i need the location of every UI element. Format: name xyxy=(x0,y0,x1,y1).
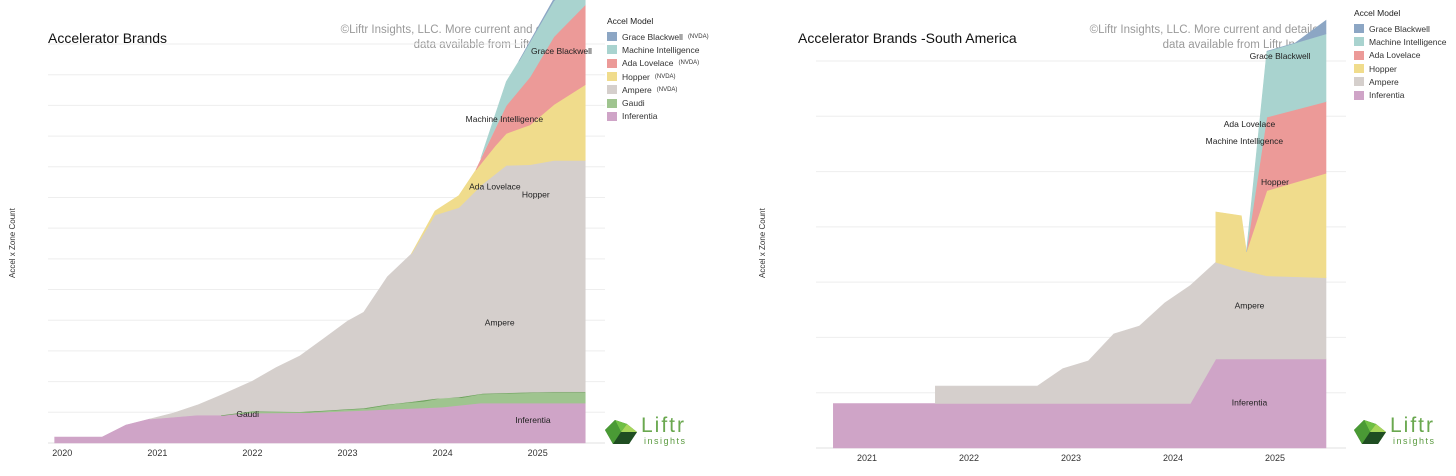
liftr-logo-sub: insights xyxy=(1393,436,1436,446)
area-hopper xyxy=(410,84,586,255)
legend-item-inferentia[interactable]: Inferentia xyxy=(1354,88,1447,101)
legend-swatch xyxy=(607,98,617,108)
series-annotation: Hopper xyxy=(522,190,550,200)
legend-swatch xyxy=(607,111,617,121)
legend-item-machine-intelligence[interactable]: Machine Intelligence xyxy=(1354,35,1447,48)
legend-swatch xyxy=(607,45,617,55)
legend-swatch xyxy=(607,85,617,95)
series-annotation: Machine Intelligence xyxy=(466,114,544,124)
chart-title: Accelerator Brands xyxy=(48,30,168,46)
legend-item-machine-intelligence[interactable]: Machine Intelligence xyxy=(607,43,709,56)
legend-item-ada-lovelace[interactable]: Ada Lovelace xyxy=(1354,49,1447,62)
legend-label: Machine Intelligence xyxy=(622,44,700,55)
x-tick-label: 2022 xyxy=(242,448,262,458)
series-annotation: Ada Lovelace xyxy=(1224,119,1276,129)
x-tick-label: 2025 xyxy=(528,448,548,458)
legend-swatch xyxy=(607,58,617,68)
legend-label: Ada Lovelace xyxy=(1369,50,1421,61)
legend-label: Hopper xyxy=(1369,63,1397,74)
legend-tag: (NVDA) xyxy=(656,86,678,93)
legend: Accel Model Grace Blackwell (NVDA) Machine… xyxy=(607,16,709,123)
liftr-logo-word: Liftr xyxy=(641,414,687,437)
legend-title: Accel Model xyxy=(1354,8,1401,18)
x-tick-label: 2024 xyxy=(1163,453,1183,463)
legend-items: Grace Blackwell (NVDA) Machine Intelligenc… xyxy=(607,30,709,123)
series-annotation: Ampere xyxy=(485,317,515,327)
chart-title: Accelerator Brands -South America xyxy=(798,30,1017,46)
x-tick-label: 2023 xyxy=(1061,453,1081,463)
copyright-line-1: ©Liftr Insights, LLC. More current and d… xyxy=(1089,24,1325,36)
series-annotation: Ampere xyxy=(1235,301,1265,311)
legend-label: Grace Blackwell xyxy=(622,31,683,42)
legend-label: Ada Lovelace xyxy=(622,58,674,69)
legend-item-grace-blackwell[interactable]: Grace Blackwell (NVDA) xyxy=(607,30,709,43)
legend-tag: (NVDA) xyxy=(678,60,700,67)
legend-swatch xyxy=(1354,90,1364,100)
legend-item-ampere[interactable]: Ampere (NVDA) xyxy=(607,83,709,96)
legend-label: Ampere xyxy=(622,84,652,95)
x-tick-label: 2023 xyxy=(338,448,358,458)
chart-canvas-brands: 2020 2021 2022 2023 2024 2025 Grace Blackwell M… xyxy=(48,0,605,458)
copyright-line-1: ©Liftr Insights, LLC. More current and d… xyxy=(340,24,576,36)
series-annotation: Gaudi xyxy=(236,409,259,419)
copyright-notice: ©Liftr Insights, LLC. More current and d… xyxy=(1090,23,1325,53)
legend-label: Machine Intelligence xyxy=(1369,36,1447,47)
x-tick-label: 2024 xyxy=(433,448,453,458)
legend-tag: (NVDA) xyxy=(654,73,676,80)
legend-swatch xyxy=(607,32,617,42)
legend-swatch xyxy=(1354,24,1364,34)
legend-swatch xyxy=(607,72,617,82)
x-tick-label: 2021 xyxy=(857,453,877,463)
legend-item-hopper[interactable]: Hopper (NVDA) xyxy=(607,70,709,83)
legend-swatch xyxy=(1354,77,1364,87)
series-annotation: Grace Blackwell xyxy=(1250,51,1311,61)
area-machine-intelligence xyxy=(480,0,586,159)
legend-title: Accel Model xyxy=(607,16,654,26)
series-annotation: Hopper xyxy=(1261,177,1289,187)
legend-item-ada-lovelace[interactable]: Ada Lovelace (NVDA) xyxy=(607,57,709,70)
legend-label: Inferentia xyxy=(1369,90,1405,101)
legend-swatch xyxy=(1354,64,1364,74)
legend-item-ampere[interactable]: Ampere xyxy=(1354,75,1447,88)
legend-label: Inferentia xyxy=(622,111,658,122)
area-grace-blackwell xyxy=(518,0,556,62)
series-annotation: Inferentia xyxy=(515,415,551,425)
legend-item-grace-blackwell[interactable]: Grace Blackwell xyxy=(1354,22,1447,35)
chart-canvas-south-america: 2021 2022 2023 2024 2025 Grace Blackwell Ada L… xyxy=(816,19,1346,463)
legend-item-gaudi[interactable]: Gaudi xyxy=(607,96,709,109)
x-tick-label: 2021 xyxy=(147,448,167,458)
x-tick-label: 2025 xyxy=(1265,453,1285,463)
legend-label: Hopper xyxy=(622,71,650,82)
chart-panel-brands: Accelerator Brands ©Liftr Insights, LLC.… xyxy=(8,0,709,458)
series-annotation: Machine Intelligence xyxy=(1206,136,1284,146)
series-annotation: Ada Lovelace xyxy=(469,182,521,192)
legend-item-inferentia[interactable]: Inferentia xyxy=(607,110,709,123)
area-grace-blackwell xyxy=(1266,19,1327,52)
legend-label: Grace Blackwell xyxy=(1369,23,1430,34)
liftr-logo-sub: insights xyxy=(644,436,687,446)
area-ampere xyxy=(149,160,586,420)
legend-items: Grace Blackwell Machine Intelligence Ada L… xyxy=(1354,22,1447,102)
liftr-logo-icon xyxy=(1354,420,1386,444)
area-machine-intelligence xyxy=(1246,33,1327,252)
legend: Accel Model Grace Blackwell Machine Intel… xyxy=(1354,8,1447,102)
series-annotation: Grace Blackwell xyxy=(531,46,592,56)
legend-label: Ampere xyxy=(1369,76,1399,87)
x-tick-label: 2022 xyxy=(959,453,979,463)
liftr-logo-word: Liftr xyxy=(1390,414,1436,437)
chart-panel-south-america: Accelerator Brands -South America ©Liftr… xyxy=(728,0,1456,476)
series-annotation: Inferentia xyxy=(1232,397,1268,407)
legend-item-hopper[interactable]: Hopper xyxy=(1354,62,1447,75)
legend-swatch xyxy=(1354,50,1364,60)
legend-label: Gaudi xyxy=(622,98,645,109)
liftr-logo-icon xyxy=(605,420,637,444)
legend-tag: (NVDA) xyxy=(687,33,709,40)
x-tick-label: 2020 xyxy=(52,448,72,458)
legend-swatch xyxy=(1354,37,1364,47)
